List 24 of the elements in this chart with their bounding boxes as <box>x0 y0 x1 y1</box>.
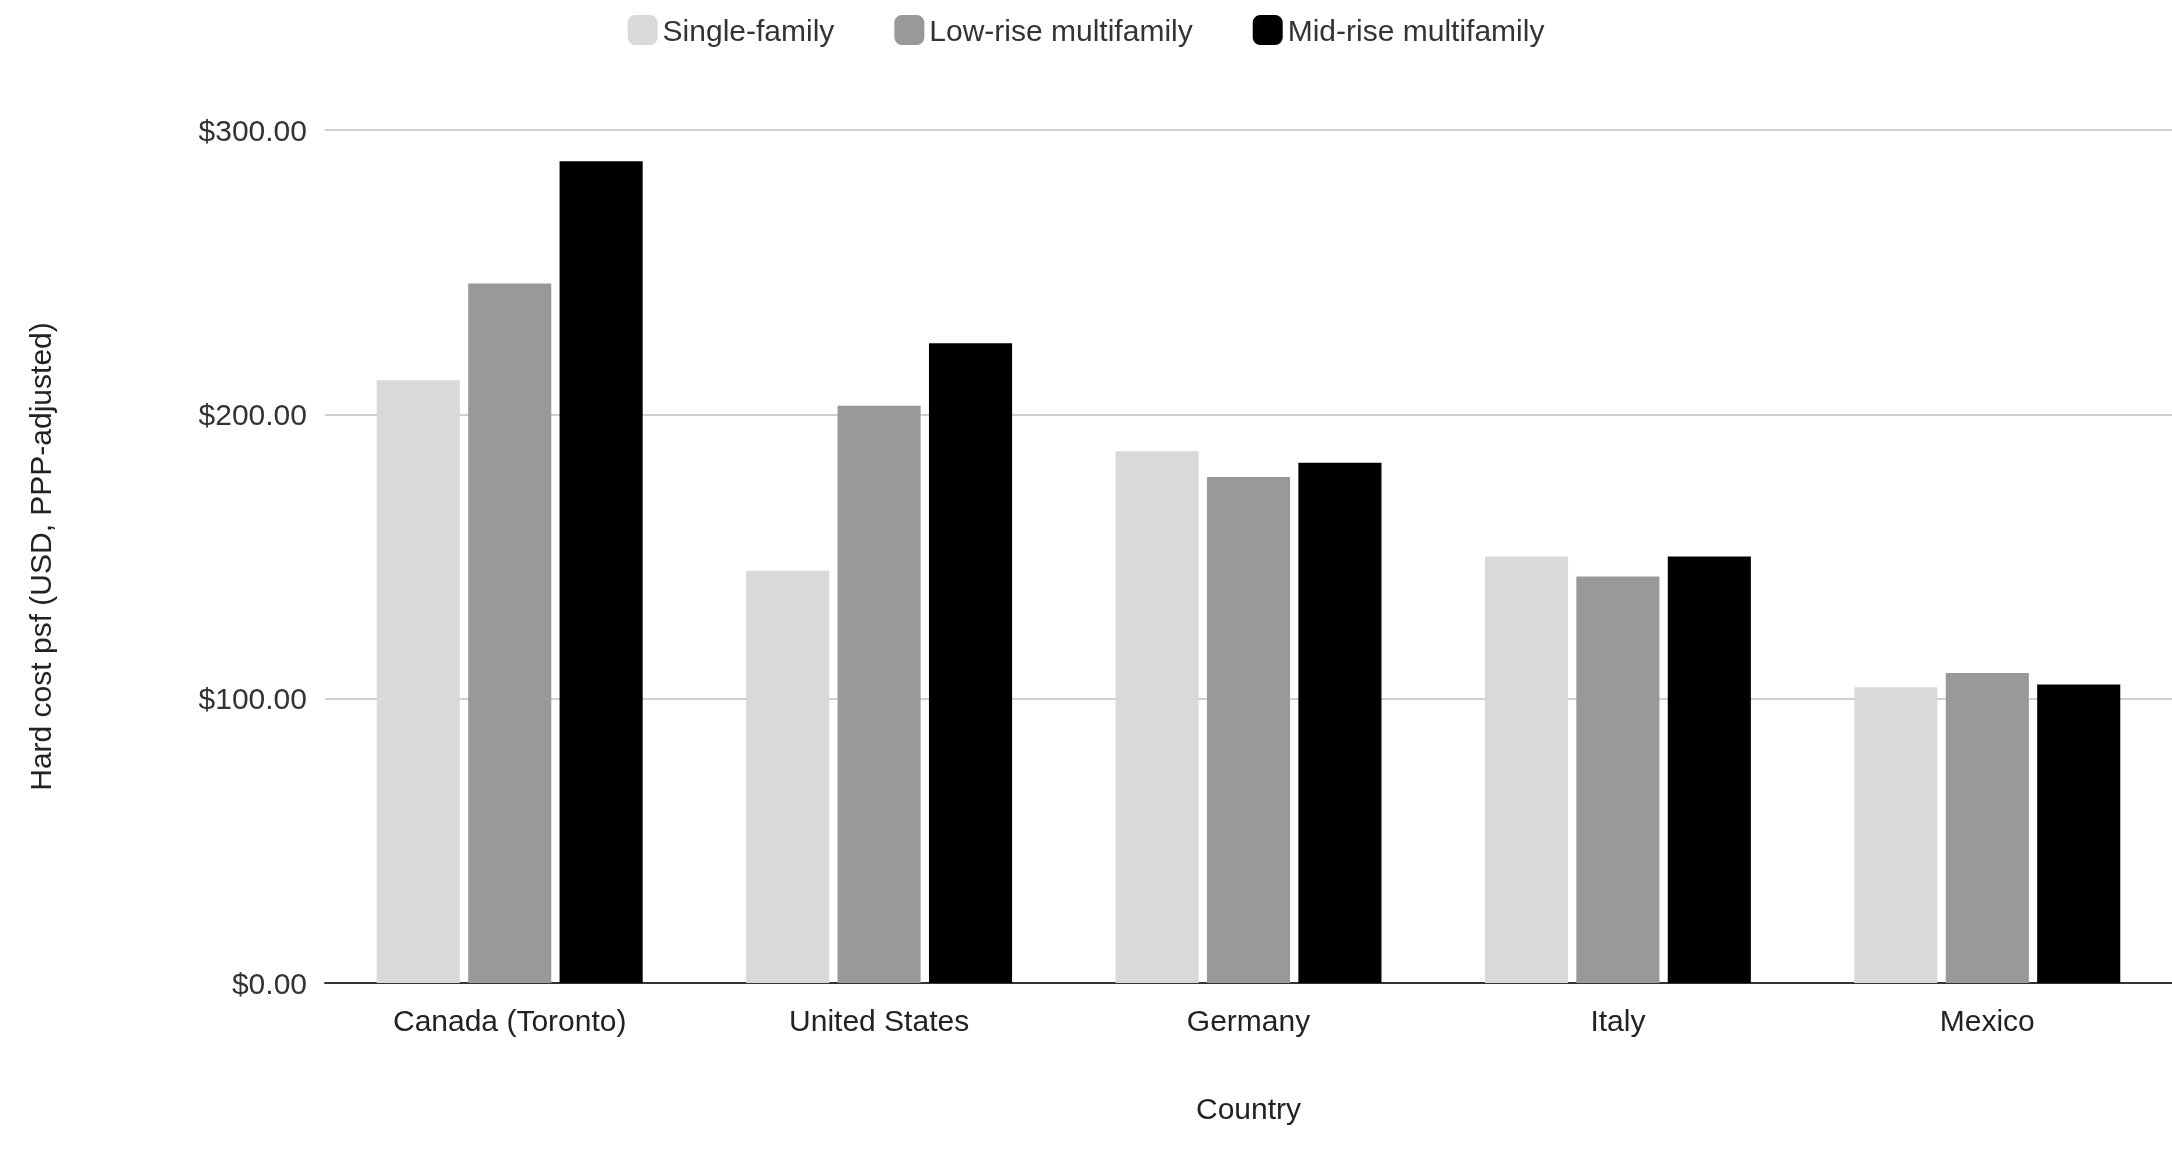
x-tick-label: Mexico <box>1939 1003 2035 1037</box>
y-tick-label: $0.00 <box>231 966 307 1000</box>
x-tick-label: United States <box>789 1003 970 1037</box>
y-tick-label: $300.00 <box>198 113 307 147</box>
legend-label: Mid-rise multifamily <box>1287 13 1545 47</box>
x-tick-label: Germany <box>1186 1003 1311 1037</box>
bar <box>928 343 1013 983</box>
bar <box>468 283 552 983</box>
y-tick-label: $100.00 <box>198 682 307 716</box>
bar <box>2037 684 2121 983</box>
bar <box>1298 462 1382 983</box>
y-tick-label: $200.00 <box>198 397 307 431</box>
legend-label: Single-family <box>662 13 835 47</box>
x-tick-label: Canada (Toronto) <box>392 1003 627 1037</box>
legend-label: Low-rise multifamily <box>929 13 1193 47</box>
bar <box>1206 476 1291 983</box>
y-axis-title: Hard cost psf (USD, PPP-adjusted) <box>23 322 57 791</box>
bar <box>1945 673 2029 983</box>
bar <box>1576 576 1660 983</box>
bar <box>1667 556 1751 983</box>
x-axis-title: Country <box>1195 1091 1302 1125</box>
bar <box>837 405 921 983</box>
x-tick-label: Italy <box>1590 1003 1646 1037</box>
bar <box>559 161 643 983</box>
